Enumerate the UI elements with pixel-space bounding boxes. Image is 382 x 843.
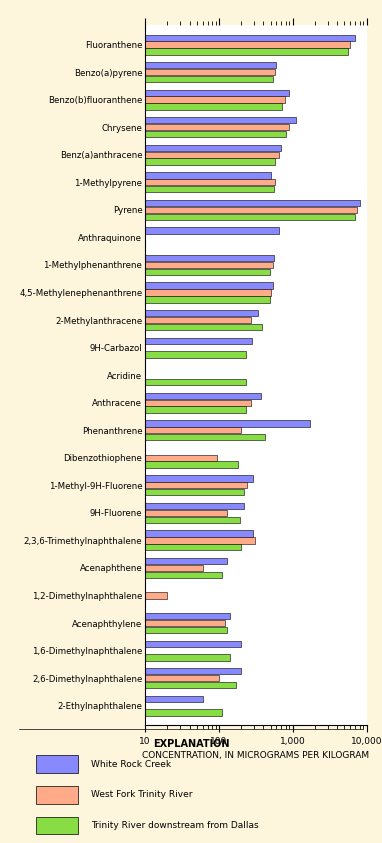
FancyBboxPatch shape xyxy=(36,755,78,773)
Bar xyxy=(0,517,240,523)
Bar xyxy=(0,104,282,110)
Bar xyxy=(0,502,244,509)
Bar xyxy=(0,228,279,234)
Bar xyxy=(0,186,274,192)
Bar xyxy=(0,620,225,626)
Bar xyxy=(0,379,246,385)
Bar xyxy=(0,627,227,633)
Bar xyxy=(0,310,258,316)
Bar xyxy=(0,454,217,461)
Bar xyxy=(0,269,270,275)
Bar xyxy=(0,675,219,681)
Bar xyxy=(0,152,278,158)
Bar xyxy=(0,427,241,433)
Bar xyxy=(0,213,355,220)
Text: West Fork Trinity River: West Fork Trinity River xyxy=(91,790,193,799)
Bar xyxy=(0,62,277,68)
Bar xyxy=(0,289,271,296)
FancyBboxPatch shape xyxy=(36,817,78,835)
Bar xyxy=(0,593,167,599)
Bar xyxy=(0,200,359,207)
Bar xyxy=(0,89,290,96)
Bar xyxy=(0,124,290,131)
Text: EXPLANATION: EXPLANATION xyxy=(153,738,229,749)
Bar xyxy=(0,96,285,103)
Bar xyxy=(0,544,241,550)
Bar xyxy=(0,131,286,137)
Bar xyxy=(0,296,270,303)
Bar xyxy=(0,654,230,661)
Bar xyxy=(0,406,246,413)
FancyBboxPatch shape xyxy=(36,786,78,803)
Bar xyxy=(0,461,238,468)
Bar xyxy=(0,180,275,185)
Bar xyxy=(0,565,202,571)
Bar xyxy=(0,482,247,488)
Bar xyxy=(0,207,358,213)
Bar xyxy=(0,710,222,716)
Bar xyxy=(0,145,282,151)
Bar xyxy=(0,117,296,123)
Bar xyxy=(0,76,272,82)
Bar xyxy=(0,641,241,647)
X-axis label: CONCENTRATION, IN MICROGRAMS PER KILOGRAM: CONCENTRATION, IN MICROGRAMS PER KILOGRA… xyxy=(142,751,369,760)
Bar xyxy=(0,613,230,620)
Bar xyxy=(0,48,348,55)
Bar xyxy=(0,352,246,357)
Bar xyxy=(0,400,251,405)
Bar xyxy=(0,530,253,537)
Bar xyxy=(0,158,275,165)
Bar xyxy=(0,572,222,578)
Bar xyxy=(0,558,227,564)
Bar xyxy=(0,510,227,516)
Bar xyxy=(0,282,272,289)
Bar xyxy=(0,172,270,179)
Bar xyxy=(0,262,272,268)
Bar xyxy=(0,537,255,544)
Bar xyxy=(0,35,355,40)
Bar xyxy=(0,317,251,323)
Bar xyxy=(0,69,275,75)
Text: White Rock Creek: White Rock Creek xyxy=(91,760,172,769)
Bar xyxy=(0,393,261,399)
Bar xyxy=(0,682,236,688)
Bar xyxy=(0,489,244,496)
Bar xyxy=(0,337,252,344)
Bar xyxy=(0,434,265,440)
Bar xyxy=(0,668,241,674)
Text: Trinity River downstream from Dallas: Trinity River downstream from Dallas xyxy=(91,821,259,830)
Bar xyxy=(0,255,274,261)
Bar xyxy=(0,475,253,481)
Bar xyxy=(0,324,262,330)
Bar xyxy=(0,695,202,702)
Bar xyxy=(0,41,350,48)
Bar xyxy=(0,420,310,427)
